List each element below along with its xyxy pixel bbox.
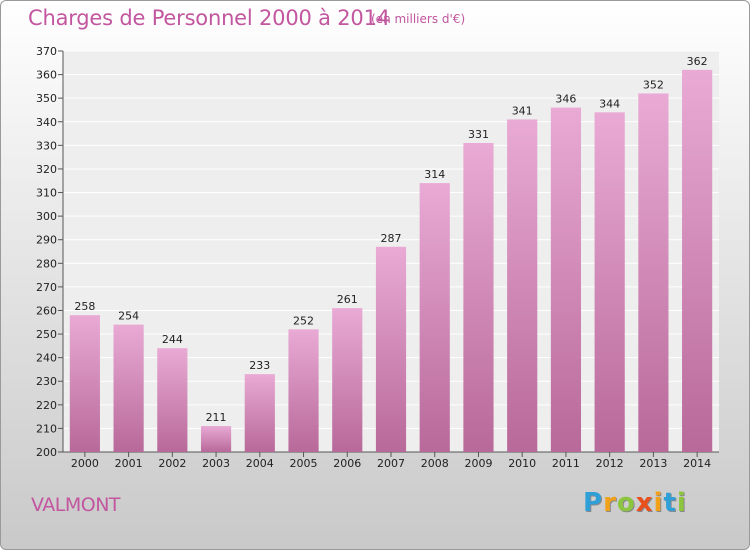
- x-tick-label: 2004: [246, 457, 274, 470]
- data-label: 244: [162, 333, 183, 346]
- bar: [594, 112, 625, 453]
- x-tick-label: 2002: [158, 457, 186, 470]
- bar: [638, 93, 669, 452]
- y-tick-label: 280: [36, 257, 57, 270]
- y-tick-label: 310: [36, 187, 57, 200]
- y-tick-label: 330: [36, 139, 57, 152]
- logo-letter: i: [676, 488, 687, 518]
- bar: [375, 246, 407, 452]
- proxiti-logo: Proxiti: [583, 488, 687, 518]
- logo-letter: P: [583, 488, 604, 518]
- y-tick-label: 220: [36, 399, 57, 412]
- x-tick-label: 2003: [202, 457, 230, 470]
- data-label: 362: [687, 55, 708, 68]
- commune-name: VALMONT: [31, 494, 121, 516]
- y-tick-label: 290: [36, 234, 57, 247]
- data-label: 252: [293, 314, 314, 327]
- x-tick-label: 2011: [552, 457, 580, 470]
- y-tick-label: 240: [36, 352, 57, 365]
- data-label: 258: [74, 300, 95, 313]
- data-label: 287: [381, 232, 402, 245]
- x-tick-label: 2001: [115, 457, 143, 470]
- logo-letter: t: [663, 488, 677, 518]
- logo-letter: r: [603, 488, 617, 518]
- y-tick-label: 320: [36, 163, 57, 176]
- bar: [550, 107, 582, 453]
- y-tick-label: 350: [36, 92, 57, 105]
- x-tick-label: 2009: [464, 457, 492, 470]
- data-label: 346: [555, 93, 576, 106]
- logo-letter: o: [616, 488, 636, 518]
- y-tick-label: 370: [36, 45, 57, 58]
- bar: [332, 308, 363, 452]
- x-tick-label: 2014: [683, 457, 711, 470]
- chart-title: Charges de Personnel 2000 à 2014: [28, 6, 390, 30]
- data-label: 211: [206, 411, 227, 424]
- bar: [682, 69, 713, 452]
- x-tick-label: 2008: [421, 457, 449, 470]
- bar: [244, 374, 275, 452]
- y-tick-label: 260: [36, 304, 57, 317]
- data-label: 352: [643, 78, 664, 91]
- bar: [463, 142, 494, 452]
- data-label: 331: [468, 128, 489, 141]
- x-tick-label: 2012: [596, 457, 624, 470]
- bar: [113, 324, 144, 452]
- bar: [507, 119, 538, 452]
- x-tick-label: 2000: [71, 457, 99, 470]
- x-tick-label: 2010: [508, 457, 536, 470]
- y-tick-label: 300: [36, 210, 57, 223]
- y-tick-label: 340: [36, 116, 57, 129]
- x-tick-label: 2007: [377, 457, 405, 470]
- bar: [288, 329, 319, 452]
- y-tick-label: 210: [36, 422, 57, 435]
- x-tick-label: 2006: [333, 457, 361, 470]
- logo-letter: i: [653, 488, 664, 518]
- bar: [419, 183, 450, 452]
- data-label: 344: [599, 97, 620, 110]
- data-label: 254: [118, 310, 139, 323]
- chart-subtitle: (en milliers d'€): [371, 12, 466, 26]
- data-label: 261: [337, 293, 358, 306]
- y-tick-label: 200: [36, 446, 57, 459]
- data-label: 314: [424, 168, 445, 181]
- y-tick-label: 250: [36, 328, 57, 341]
- data-label: 341: [512, 104, 533, 117]
- bar: [200, 426, 232, 452]
- y-tick-label: 270: [36, 281, 57, 294]
- data-label: 233: [249, 359, 270, 372]
- bar: [157, 348, 188, 452]
- y-tick-label: 360: [36, 69, 57, 82]
- bar: [69, 315, 100, 452]
- y-tick-label: 230: [36, 375, 57, 388]
- x-tick-label: 2005: [290, 457, 318, 470]
- logo-letter: x: [635, 488, 654, 518]
- x-tick-label: 2013: [639, 457, 667, 470]
